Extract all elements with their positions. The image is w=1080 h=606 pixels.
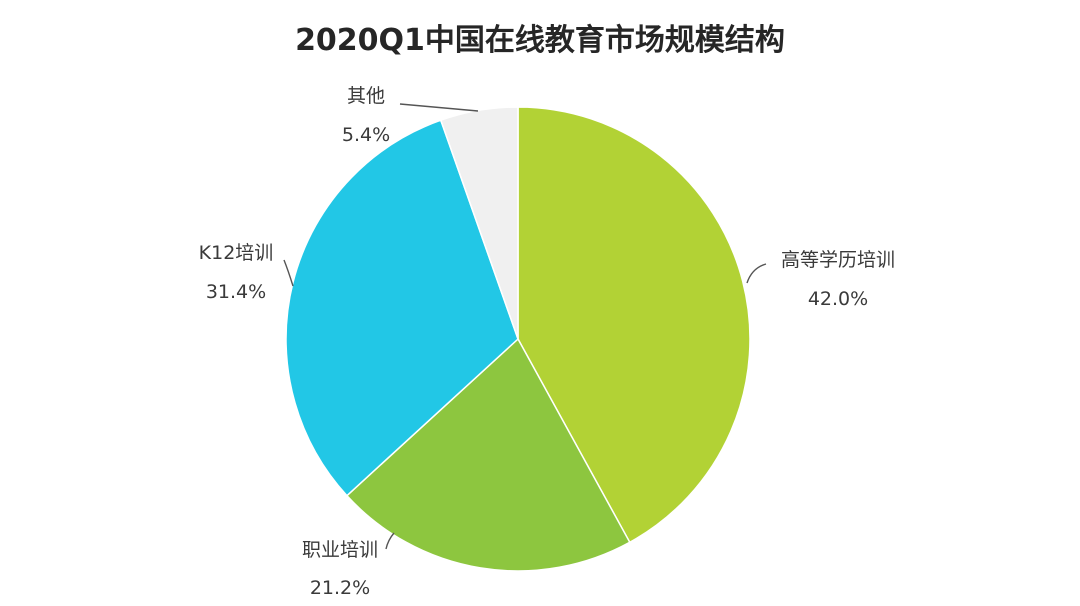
leader-line-other bbox=[399, 103, 479, 112]
slice-name-k12: K12培训 bbox=[199, 242, 274, 264]
chart-title: 2020Q1中国在线教育市场规模结构 bbox=[295, 23, 785, 58]
slice-name-higher-education: 高等学历培训 bbox=[781, 249, 895, 271]
slice-value-k12: 31.4% bbox=[206, 281, 266, 303]
slice-higher-education bbox=[517, 106, 751, 544]
slice-name-other: 其他 bbox=[347, 85, 385, 107]
slice-k12 bbox=[285, 119, 519, 497]
leader-line-vocational bbox=[385, 532, 395, 550]
leader-line-k12 bbox=[283, 259, 294, 287]
slice-name-vocational: 职业培训 bbox=[302, 539, 378, 561]
slice-vocational bbox=[345, 337, 631, 572]
pie-slices bbox=[285, 106, 751, 572]
leader-line-higher-education bbox=[746, 263, 767, 284]
slice-value-higher-education: 42.0% bbox=[808, 288, 868, 310]
slice-value-other: 5.4% bbox=[342, 124, 390, 146]
slice-other bbox=[439, 106, 519, 340]
slice-value-vocational: 21.2% bbox=[310, 577, 370, 599]
